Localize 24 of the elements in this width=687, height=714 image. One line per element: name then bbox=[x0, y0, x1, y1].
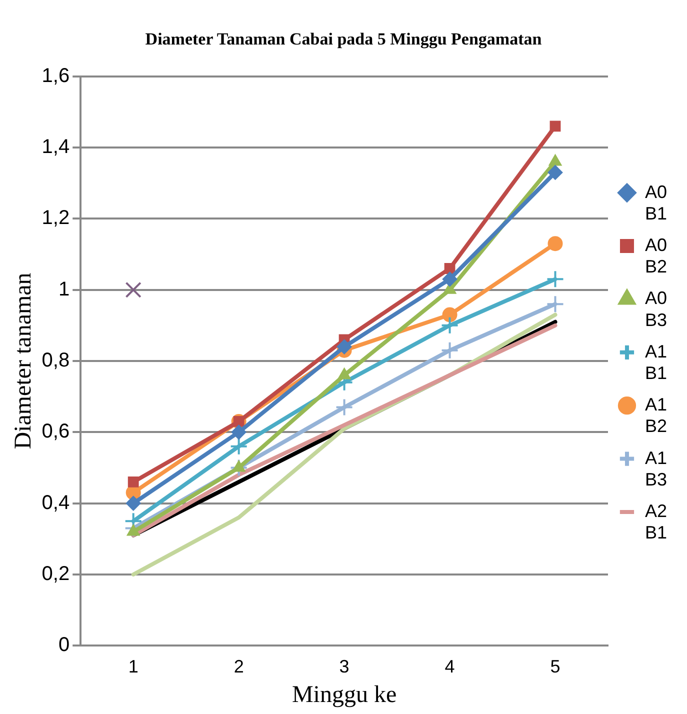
y-tick-label: 1,4 bbox=[42, 136, 70, 158]
y-tick-label: 1,2 bbox=[42, 207, 70, 230]
legend-label: A0 B2 bbox=[644, 234, 668, 277]
y-tick-label: 0,6 bbox=[42, 420, 70, 443]
legend-label: A1 B1 bbox=[644, 341, 668, 383]
y-tick-label: 0,4 bbox=[42, 492, 70, 514]
legend-label: A0 B1 bbox=[644, 182, 668, 224]
legend-label: A1 B3 bbox=[644, 448, 668, 490]
x-tick-label: 1 bbox=[128, 656, 138, 676]
x-tick-label: 4 bbox=[444, 656, 455, 676]
legend-label: A1 B2 bbox=[644, 394, 668, 436]
legend-label: A2 B1 bbox=[644, 500, 668, 543]
y-tick-label: 1,6 bbox=[42, 64, 70, 87]
x-tick-label: 2 bbox=[234, 656, 244, 676]
x-axis-title: Minggu ke bbox=[292, 682, 397, 708]
y-tick-label: 0,8 bbox=[42, 350, 70, 372]
x-tick-label: 5 bbox=[550, 656, 560, 676]
legend-label: A0 B3 bbox=[644, 288, 668, 330]
y-tick-label: 0,2 bbox=[42, 562, 70, 585]
x-tick-label: 3 bbox=[339, 656, 350, 676]
y-tick-label: 0 bbox=[58, 634, 70, 656]
y-axis-title: Diameter tanaman bbox=[10, 272, 37, 450]
y-tick-label: 1 bbox=[58, 278, 70, 300]
chart-title: Diameter Tanaman Cabai pada 5 Minggu Pengamatan bbox=[145, 30, 542, 49]
